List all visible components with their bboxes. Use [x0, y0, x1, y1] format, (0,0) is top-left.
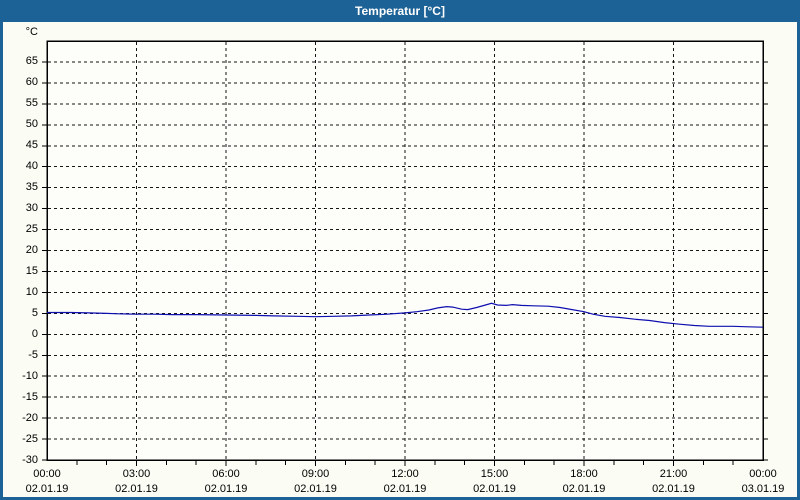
- title-bar[interactable]: Temperatur [°C]: [3, 0, 797, 22]
- y-tick-label: 55: [25, 97, 38, 110]
- x-tick-label-date: 03.01.19: [741, 483, 785, 495]
- chart-area: 65 60 55 50 45 40 35 30 25 20 15 10 5 0 -5 -10 -15 -20 -25…: [3, 22, 797, 497]
- x-tick-label-time: 12:00: [391, 468, 419, 480]
- x-tick-label-time: 03:00: [122, 468, 151, 480]
- x-tick-label-date: 02.01.19: [294, 483, 337, 495]
- y-tick-label: 0: [31, 327, 38, 340]
- window-title: Temperatur [°C]: [355, 4, 445, 18]
- y-axis-unit-label: °C: [25, 26, 38, 38]
- x-tick-label-time: 00:00: [33, 468, 61, 480]
- y-tick-label: 65: [25, 55, 38, 68]
- y-tick-label: 10: [25, 285, 38, 298]
- x-tick-label-date: 02.01.19: [562, 483, 606, 495]
- y-tick-label: -10: [22, 369, 38, 382]
- x-tick-label-date: 02.01.19: [25, 483, 69, 495]
- x-tick-label-time: 06:00: [212, 468, 240, 480]
- x-tick-label-time: 18:00: [570, 468, 598, 480]
- x-tick-label-time: 09:00: [301, 468, 330, 480]
- x-tick-label-date: 02.01.19: [473, 483, 516, 495]
- x-tick-label-time: 21:00: [659, 468, 688, 480]
- y-tick-label: 45: [25, 139, 38, 152]
- y-tick-label: 20: [25, 244, 38, 256]
- y-tick-label: -5: [28, 348, 38, 361]
- x-tick-label-date: 02.01.19: [383, 483, 427, 495]
- y-tick-label: 30: [25, 202, 38, 215]
- y-tick-label: -25: [22, 432, 38, 445]
- y-tick-label: 5: [31, 306, 38, 319]
- x-tick-label-date: 02.01.19: [652, 483, 695, 495]
- y-tick-label: 25: [25, 223, 38, 236]
- temperature-plot: [42, 40, 768, 466]
- y-tick-label: 50: [25, 118, 38, 131]
- x-tick-label-date: 02.01.19: [204, 483, 248, 495]
- y-tick-label: 40: [25, 160, 38, 173]
- y-tick-label: -30: [22, 453, 38, 466]
- x-tick-label-time: 00:00: [749, 468, 777, 480]
- x-tick-label-time: 15:00: [480, 468, 509, 480]
- y-tick-label: -15: [22, 390, 38, 403]
- y-tick-label: 15: [25, 264, 38, 277]
- y-tick-label: -20: [22, 411, 38, 424]
- y-tick-label: 60: [25, 76, 38, 89]
- temperature-series-line: [47, 302, 764, 328]
- x-tick-label-date: 02.01.19: [115, 483, 158, 495]
- y-tick-label: 35: [25, 181, 38, 194]
